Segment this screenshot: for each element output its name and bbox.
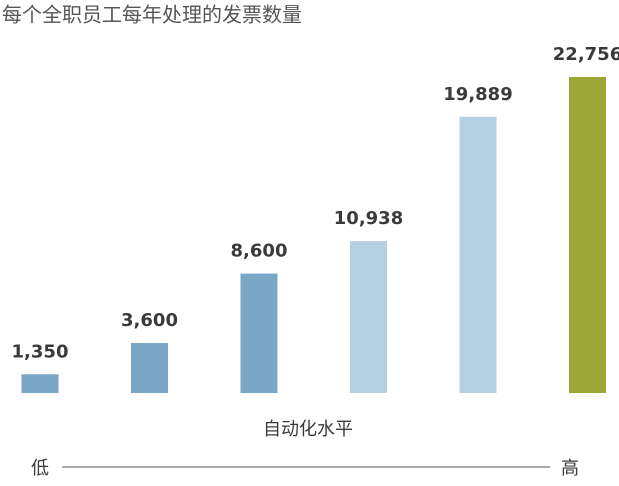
bar [21,374,59,393]
bar [240,273,278,393]
bar [569,77,606,393]
chart-title: 每个全职员工每年处理的发票数量 [2,3,302,27]
bar [459,116,497,394]
value-label: 22,756 [553,44,619,65]
bar [350,241,387,393]
value-label: 10,938 [334,208,403,229]
value-label: 3,600 [121,310,178,331]
value-label: 19,889 [443,84,512,105]
x-low-label: 低 [31,458,49,479]
value-label: 1,350 [12,341,69,362]
x-high-label: 高 [561,458,579,479]
value-label: 8,600 [231,241,288,262]
bar [131,343,168,393]
x-axis-label: 自动化水平 [263,419,353,440]
